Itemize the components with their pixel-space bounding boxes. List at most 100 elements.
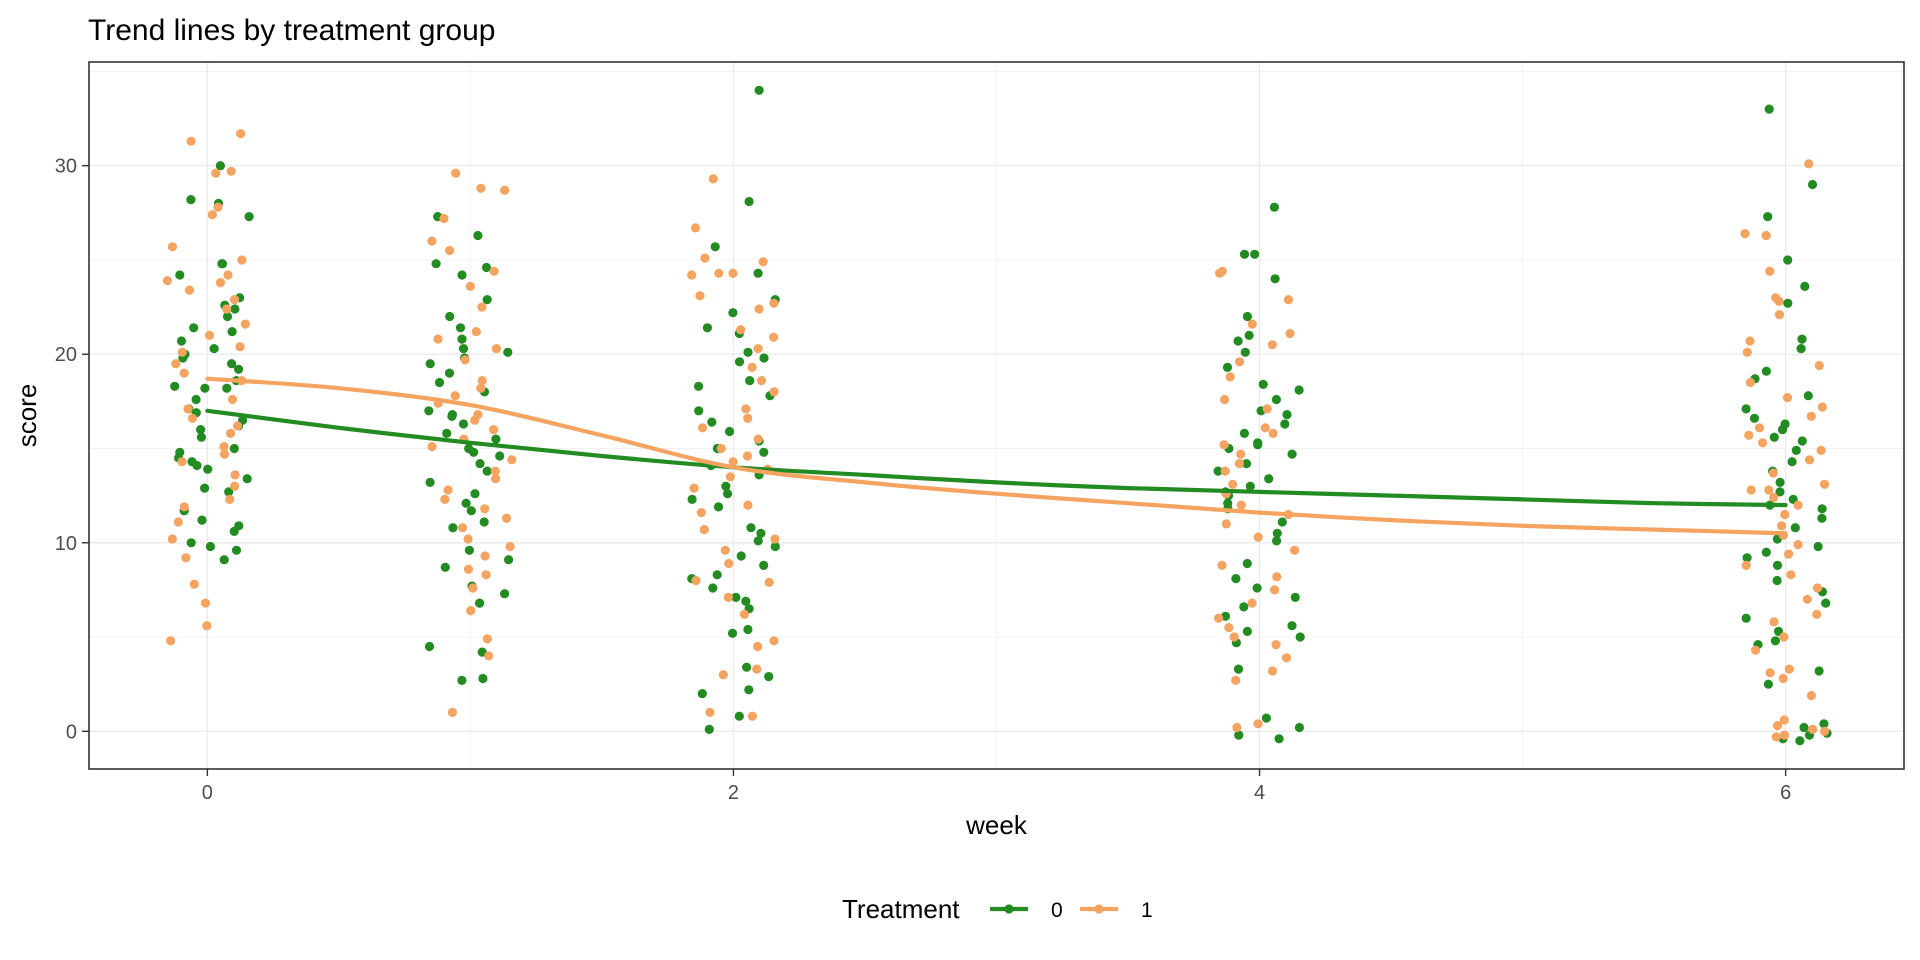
data-point bbox=[1786, 570, 1796, 580]
data-point bbox=[505, 541, 515, 552]
data-point bbox=[744, 685, 754, 695]
data-point bbox=[1245, 481, 1255, 491]
data-point bbox=[219, 555, 229, 565]
data-point bbox=[1270, 585, 1280, 595]
data-point bbox=[739, 609, 750, 620]
data-point bbox=[481, 262, 492, 273]
data-point bbox=[728, 268, 738, 278]
data-point bbox=[491, 344, 501, 354]
data-point bbox=[1250, 249, 1260, 259]
data-point bbox=[1761, 366, 1771, 376]
data-point bbox=[463, 564, 474, 574]
data-point bbox=[479, 517, 489, 527]
data-point bbox=[227, 327, 237, 337]
data-point bbox=[741, 404, 751, 414]
plot-border bbox=[88, 61, 1905, 770]
data-point bbox=[1283, 295, 1294, 305]
data-point bbox=[1799, 722, 1809, 733]
data-point bbox=[457, 270, 467, 280]
data-point bbox=[1814, 666, 1824, 676]
data-point bbox=[1267, 666, 1278, 676]
data-point bbox=[1808, 724, 1818, 735]
data-point bbox=[1239, 428, 1249, 438]
data-point bbox=[1222, 362, 1233, 372]
data-point bbox=[1812, 583, 1823, 593]
data-point bbox=[1806, 411, 1816, 421]
data-point bbox=[1806, 690, 1816, 701]
data-point bbox=[1768, 468, 1778, 478]
data-point bbox=[1270, 274, 1280, 284]
legend-title: Treatment bbox=[842, 894, 960, 924]
data-point bbox=[769, 332, 779, 342]
data-point bbox=[1240, 347, 1250, 357]
data-point bbox=[687, 494, 697, 504]
data-point bbox=[1771, 732, 1781, 742]
data-point bbox=[1282, 410, 1292, 420]
data-point bbox=[480, 551, 490, 561]
x-axis-title: week bbox=[965, 810, 1028, 840]
data-point bbox=[181, 553, 191, 563]
data-point bbox=[707, 417, 717, 427]
data-point bbox=[1774, 296, 1784, 306]
data-point bbox=[186, 538, 196, 548]
data-point bbox=[471, 327, 481, 337]
data-point bbox=[205, 541, 215, 552]
data-point bbox=[764, 672, 774, 682]
data-point bbox=[177, 457, 187, 467]
data-point bbox=[189, 579, 199, 589]
data-point bbox=[1294, 385, 1304, 395]
data-point bbox=[1741, 613, 1751, 623]
data-point bbox=[736, 551, 746, 561]
data-point bbox=[1749, 413, 1760, 423]
data-point bbox=[1253, 532, 1263, 542]
data-point bbox=[1780, 509, 1790, 520]
data-point bbox=[230, 470, 240, 480]
y-tick-label: 0 bbox=[66, 721, 77, 743]
data-point bbox=[1272, 536, 1282, 546]
y-tick-label: 30 bbox=[55, 156, 77, 178]
data-point bbox=[463, 534, 473, 544]
data-point bbox=[447, 707, 458, 718]
data-point bbox=[697, 689, 707, 699]
data-point bbox=[1765, 668, 1775, 678]
data-point bbox=[702, 323, 713, 333]
data-point bbox=[167, 534, 177, 544]
data-point bbox=[744, 196, 754, 207]
data-point bbox=[752, 664, 762, 674]
data-point bbox=[1779, 632, 1789, 642]
data-point bbox=[481, 570, 491, 580]
data-point bbox=[217, 259, 227, 269]
data-point bbox=[1220, 394, 1230, 405]
data-point bbox=[225, 494, 235, 504]
data-point bbox=[440, 562, 450, 572]
data-point bbox=[1294, 722, 1304, 733]
data-point bbox=[689, 483, 699, 493]
data-point bbox=[202, 621, 212, 631]
data-point bbox=[759, 447, 769, 457]
data-point bbox=[1252, 583, 1262, 593]
data-point bbox=[1219, 440, 1229, 450]
data-point bbox=[439, 213, 449, 224]
data-point bbox=[200, 598, 211, 608]
data-point bbox=[1802, 594, 1812, 604]
data-point bbox=[482, 295, 492, 305]
data-point bbox=[753, 268, 763, 278]
data-point bbox=[1790, 523, 1800, 533]
data-point bbox=[213, 202, 223, 212]
data-point bbox=[475, 598, 485, 608]
data-point bbox=[444, 368, 455, 378]
data-point bbox=[465, 281, 475, 291]
data-point bbox=[1784, 664, 1794, 674]
data-point bbox=[200, 483, 210, 493]
data-point bbox=[1742, 347, 1752, 357]
data-point bbox=[468, 583, 478, 593]
data-point bbox=[466, 606, 476, 616]
data-point bbox=[227, 394, 238, 405]
data-point bbox=[232, 421, 243, 431]
data-point bbox=[1777, 521, 1787, 531]
data-point bbox=[759, 560, 769, 571]
trend-line-1 bbox=[205, 376, 1788, 536]
data-point bbox=[495, 451, 505, 461]
data-point bbox=[1234, 730, 1244, 740]
data-point bbox=[1233, 664, 1244, 674]
